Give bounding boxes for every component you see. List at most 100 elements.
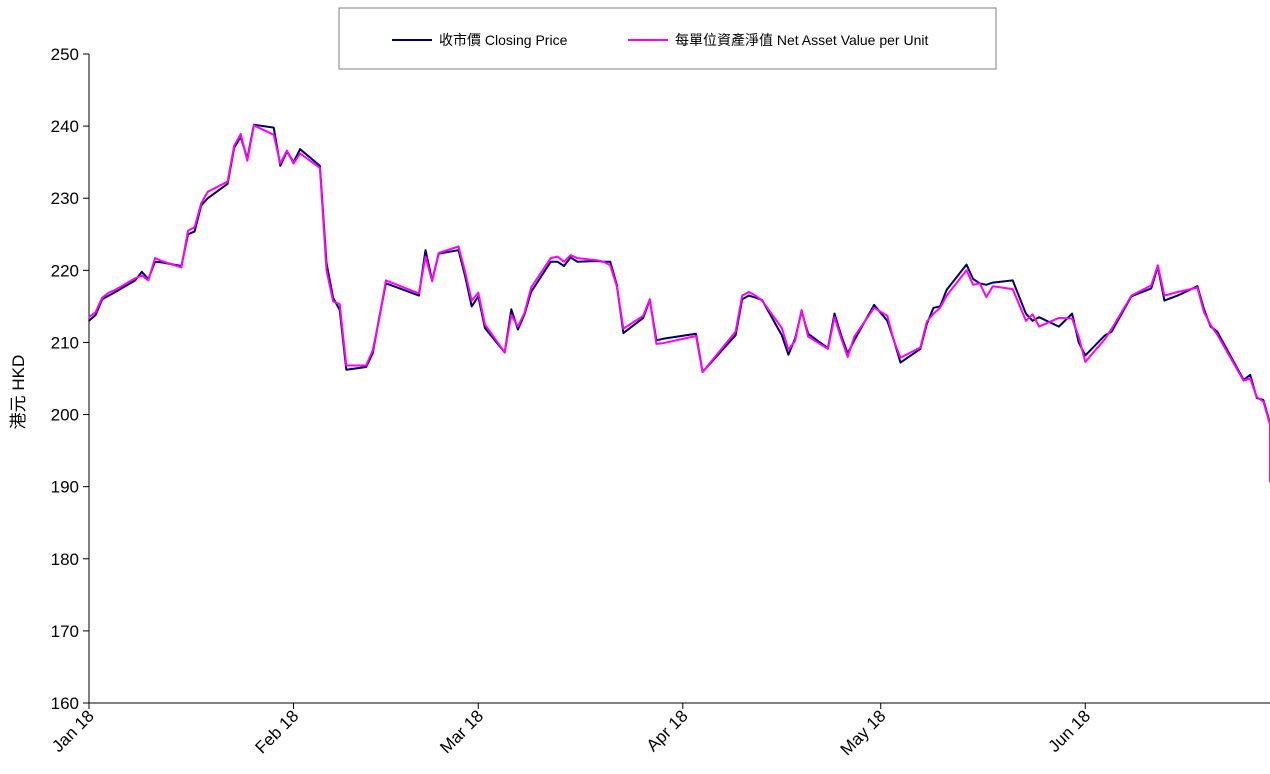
- data-point: [846, 356, 849, 358]
- data-point: [517, 328, 519, 331]
- data-point: [365, 364, 367, 367]
- data-point: [1249, 374, 1251, 376]
- data-point: [781, 327, 783, 329]
- data-point: [226, 180, 229, 183]
- data-point: [253, 124, 255, 127]
- data-point: [160, 260, 163, 262]
- data-point: [1038, 316, 1040, 319]
- data-point: [602, 260, 605, 263]
- y-axis-ticks: 160 170 180 190 200 210 220 230 240 250: [51, 45, 89, 713]
- data-point: [431, 280, 433, 282]
- data-point: [319, 167, 321, 169]
- data-point: [1216, 330, 1218, 333]
- data-point: [1150, 287, 1152, 290]
- y-tick-label: 170: [51, 622, 79, 641]
- data-point: [985, 296, 988, 298]
- data-point: [741, 294, 743, 297]
- data-point: [569, 256, 572, 259]
- data-point: [365, 366, 367, 368]
- data-point: [108, 294, 110, 297]
- data-point: [272, 126, 275, 129]
- x-tick-label: Apr 18: [643, 706, 692, 755]
- data-point: [556, 260, 559, 263]
- data-point: [649, 298, 651, 301]
- data-point: [114, 289, 117, 291]
- data-point: [193, 226, 196, 228]
- data-point: [1157, 264, 1159, 267]
- data-point: [1163, 299, 1166, 302]
- data-point: [695, 335, 697, 337]
- y-tick-label: 210: [51, 333, 79, 352]
- data-point: [345, 364, 348, 367]
- data-point: [563, 265, 565, 267]
- series-line: [88, 124, 1270, 483]
- data-point: [88, 320, 90, 322]
- data-point: [926, 320, 928, 323]
- data-point: [972, 284, 974, 286]
- y-tick-label: 230: [51, 189, 79, 208]
- data-point: [748, 291, 750, 293]
- data-point: [787, 353, 790, 356]
- data-point: [1130, 294, 1133, 297]
- data-point: [147, 279, 150, 282]
- data-point: [332, 300, 334, 303]
- data-point: [1104, 338, 1106, 340]
- data-point: [576, 260, 578, 263]
- data-point: [1262, 400, 1265, 403]
- data-point: [886, 315, 889, 317]
- data-point: [1031, 320, 1034, 322]
- data-point: [530, 286, 532, 289]
- data-point: [437, 252, 440, 254]
- data-point: [1038, 325, 1040, 328]
- data-point: [325, 269, 328, 272]
- data-point: [1084, 354, 1087, 357]
- data-point: [1104, 334, 1106, 337]
- data-point: [1150, 284, 1152, 287]
- data-point: [470, 305, 473, 308]
- data-point: [134, 277, 136, 280]
- data-point: [319, 165, 321, 167]
- data-point: [939, 307, 941, 309]
- data-point: [154, 257, 156, 259]
- data-point: [510, 314, 513, 316]
- series-line: [88, 123, 1270, 481]
- y-tick-label: 240: [51, 117, 79, 136]
- data-point: [550, 260, 552, 263]
- data-point: [873, 304, 875, 306]
- data-point: [840, 337, 842, 339]
- series-closing-price: [88, 123, 1270, 481]
- data-point: [345, 369, 348, 371]
- data-point: [596, 259, 598, 262]
- data-point: [945, 289, 948, 291]
- data-point: [1249, 377, 1251, 380]
- data-point: [965, 269, 968, 272]
- data-point: [1163, 294, 1166, 297]
- data-point: [193, 230, 196, 233]
- legend-label-nav: 每單位資產淨值 Net Asset Value per Unit: [675, 32, 928, 48]
- data-point: [642, 317, 644, 319]
- data-point: [517, 325, 519, 328]
- data-point: [1025, 320, 1027, 322]
- data-point: [1084, 361, 1087, 363]
- y-tick-label: 190: [51, 478, 79, 497]
- y-tick-label: 180: [51, 550, 79, 569]
- data-point: [754, 294, 757, 297]
- data-point: [457, 245, 460, 248]
- data-point: [827, 348, 829, 350]
- x-tick-label: Mar 18: [436, 706, 487, 757]
- data-point: [378, 317, 381, 320]
- data-point: [88, 316, 90, 319]
- data-point: [1110, 327, 1113, 330]
- data-point: [464, 271, 466, 273]
- x-tick-label: Jun 18: [1045, 706, 1095, 756]
- data-point: [800, 309, 803, 311]
- data-point: [286, 149, 288, 152]
- x-tick-label: May 18: [837, 706, 890, 759]
- data-point: [338, 303, 341, 306]
- data-point: [94, 311, 97, 314]
- data-point: [187, 229, 189, 232]
- y-tick-label: 160: [51, 694, 79, 713]
- data-point: [233, 144, 235, 147]
- data-point: [787, 348, 790, 351]
